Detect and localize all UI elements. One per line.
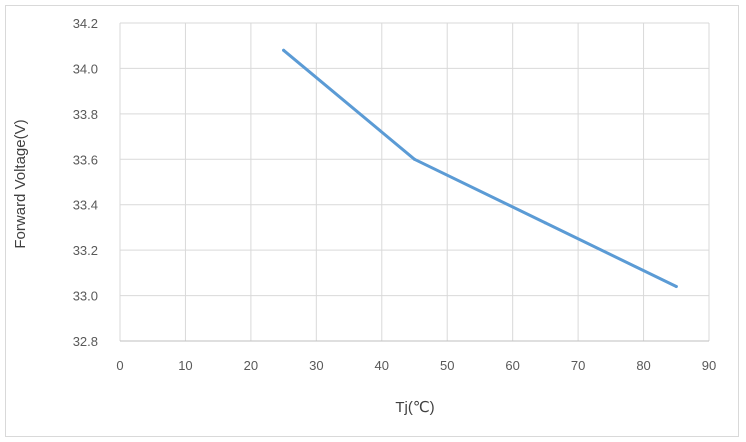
gridlines — [119, 22, 710, 342]
data-point — [413, 157, 416, 161]
x-tick-label: 0 — [116, 358, 123, 373]
y-tick-label: 32.8 — [73, 334, 98, 349]
chart-area — [5, 5, 739, 437]
series-group — [282, 48, 678, 288]
data-point — [674, 284, 678, 288]
y-tick-label: 33.6 — [73, 152, 98, 167]
y-tick-label: 34.2 — [73, 16, 98, 31]
x-tick-label: 50 — [440, 358, 454, 373]
x-tick-label: 30 — [309, 358, 323, 373]
x-tick-label: 80 — [636, 358, 650, 373]
series-line-0 — [282, 48, 678, 288]
data-point — [282, 48, 286, 52]
y-tick-label: 33.4 — [73, 198, 98, 213]
x-tick-label: 40 — [375, 358, 389, 373]
y-tick-label: 33.2 — [73, 243, 98, 258]
x-axis-label: Tj(℃) — [395, 399, 434, 416]
x-tick-label: 90 — [702, 358, 716, 373]
data-point — [543, 221, 547, 225]
x-tick-label: 10 — [178, 358, 192, 373]
y-axis-label: Forward Voltage(V) — [12, 119, 29, 248]
x-tick-label: 70 — [571, 358, 585, 373]
x-tick-label: 20 — [244, 358, 258, 373]
y-tick-label: 33.0 — [73, 289, 98, 304]
y-tick-label: 34.0 — [73, 61, 98, 76]
y-tick-labels: 32.8 33.0 33.2 33.4 33.6 33.8 34.0 34.2 — [73, 16, 98, 349]
x-tick-labels: 0 10 20 30 40 50 60 70 80 90 — [116, 358, 716, 373]
x-tick-label: 60 — [505, 358, 519, 373]
y-tick-label: 33.8 — [73, 107, 98, 122]
